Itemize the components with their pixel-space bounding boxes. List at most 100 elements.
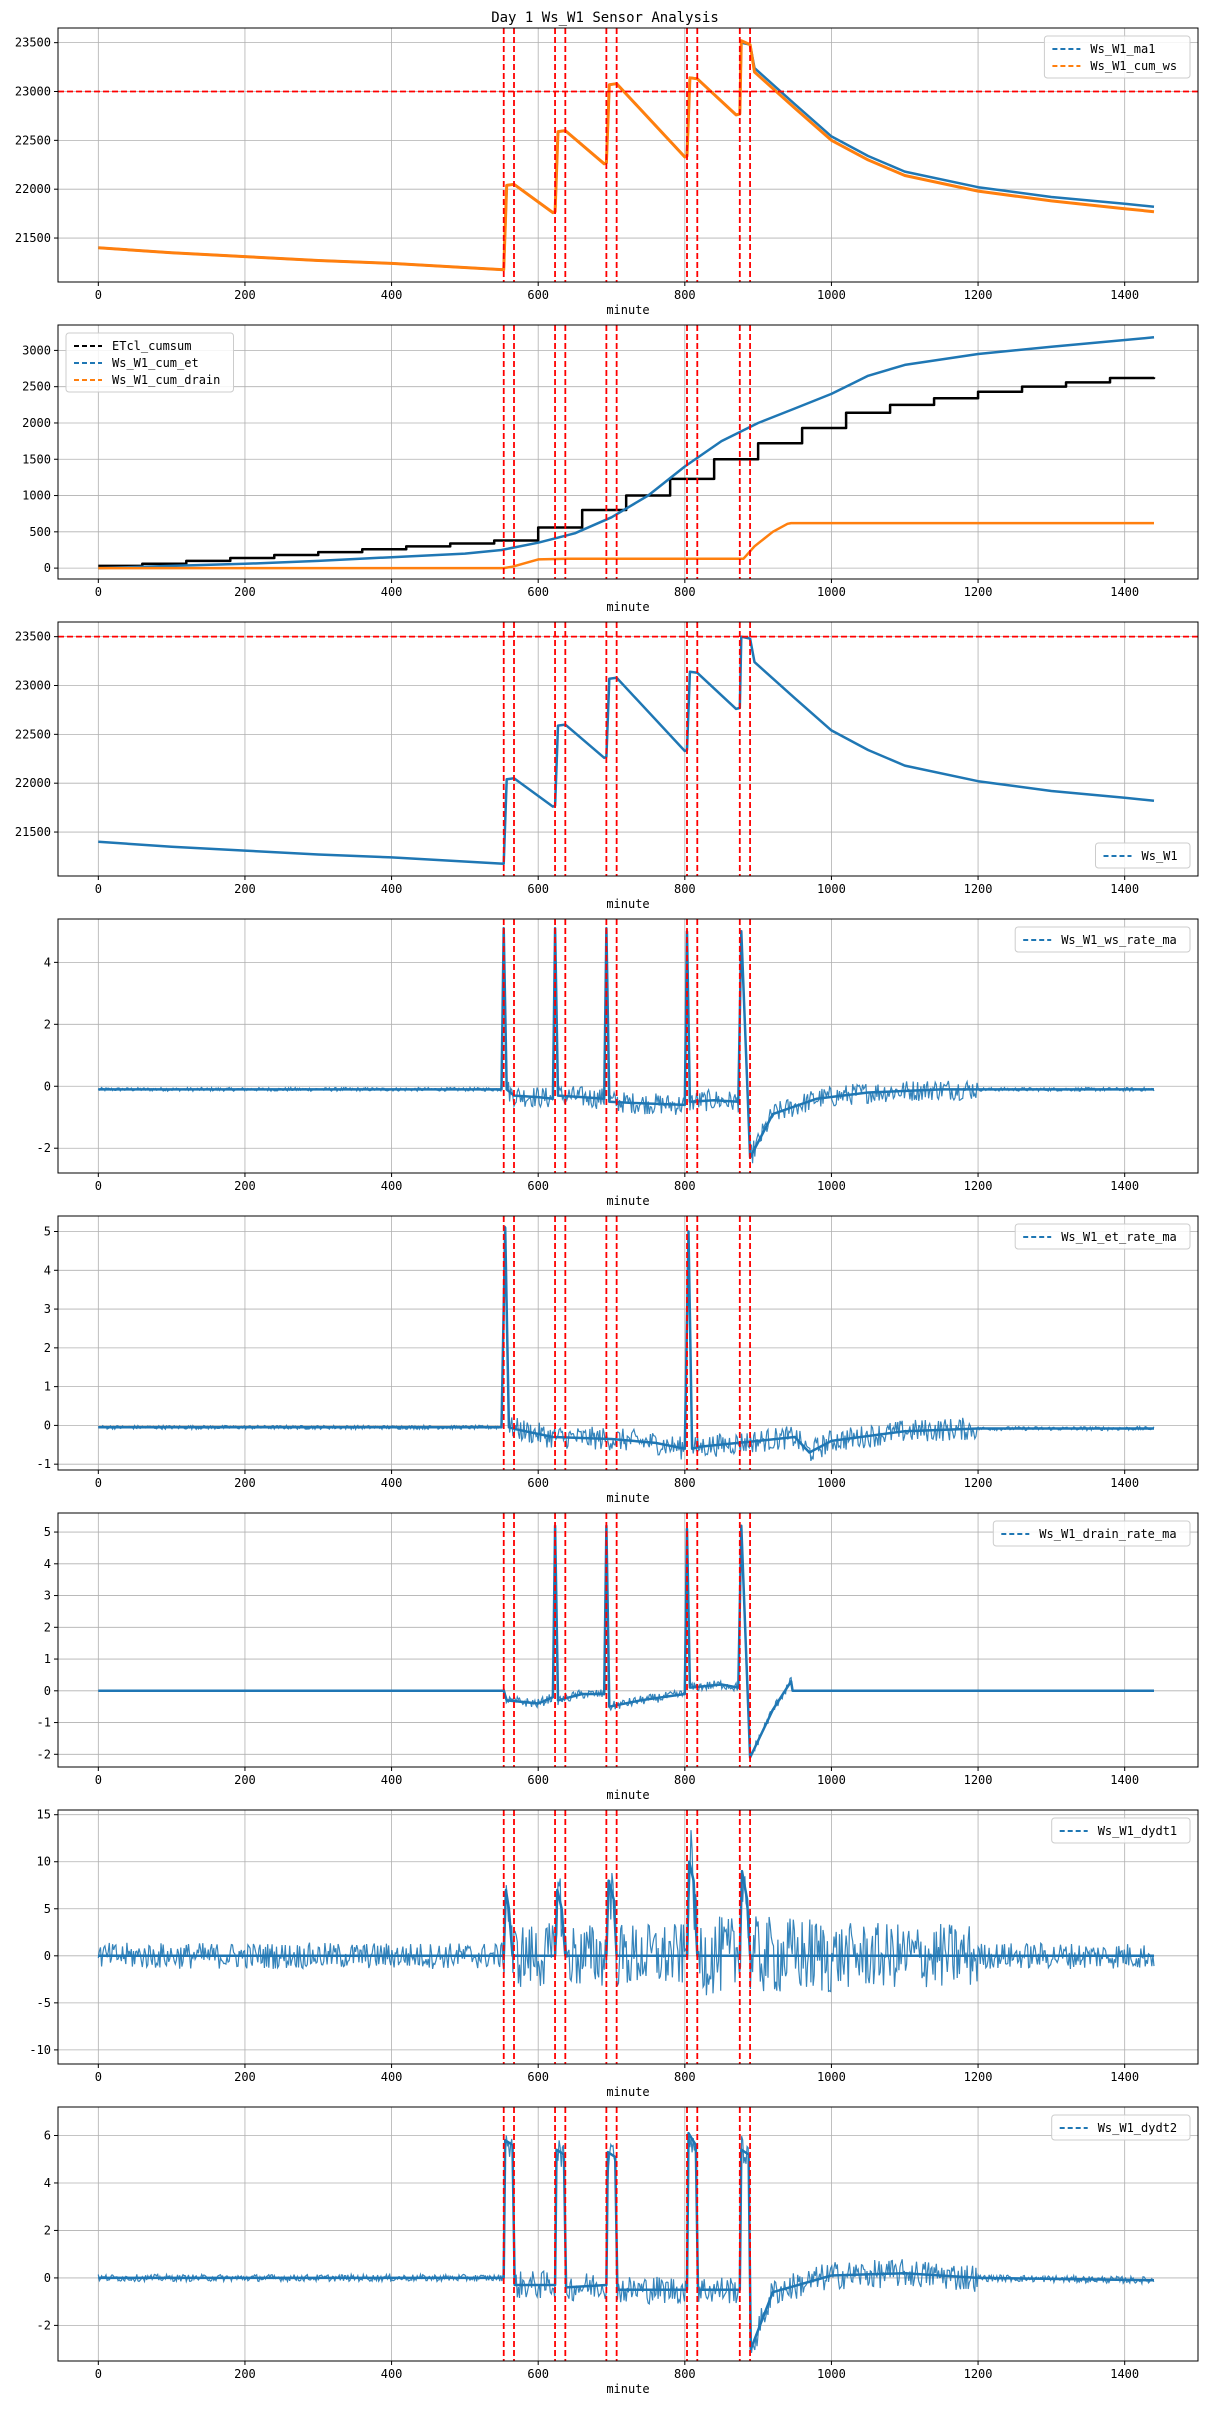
- y-tick-label: 10: [37, 1855, 51, 1869]
- panel-drain-rate: 0 200 400 600 800 1000 1200 1400 -2 -1 0 1 2 3 4 5 minut…: [37, 1512, 1199, 1802]
- plot-area: [98, 39, 1155, 272]
- y-tick-label: 22500: [15, 727, 51, 741]
- x-tick-label: 0: [95, 2070, 102, 2084]
- y-tick-label: 22000: [15, 182, 51, 196]
- plot-area: [98, 635, 1155, 866]
- x-tick-label: 1000: [817, 288, 846, 302]
- x-tick-label: 600: [527, 288, 549, 302]
- x-tick-label: 800: [674, 585, 696, 599]
- x-tick-label: 400: [381, 1179, 403, 1193]
- series-line-Ws_W1_dydt2: [98, 2131, 1155, 2351]
- legend: Ws_W1_ws_rate_ma: [1014, 926, 1191, 953]
- y-tick-label: -5: [37, 1996, 51, 2010]
- x-tick-label: 200: [234, 585, 256, 599]
- x-tick-label: 800: [674, 288, 696, 302]
- x-tick-label: 0: [95, 1773, 102, 1787]
- x-tick-label: 1400: [1110, 1773, 1139, 1787]
- legend-box: [992, 1520, 1191, 1547]
- axes-frame: [57, 27, 1199, 283]
- x-tick-label: 600: [527, 882, 549, 896]
- x-tick-label: 1200: [964, 1179, 993, 1193]
- y-tick-label: 0: [44, 1418, 51, 1432]
- legend-label: Ws_W1_dydt2: [1098, 2121, 1177, 2135]
- series-line-Ws_W1_et_rate_ma: [98, 1226, 1154, 1454]
- y-tick-label: 1: [44, 1380, 51, 1394]
- x-tick-label: 400: [381, 882, 403, 896]
- x-tick-label: 400: [381, 2070, 403, 2084]
- x-tick-label: 0: [95, 2367, 102, 2381]
- x-tick-label: 200: [234, 2070, 256, 2084]
- x-tick-label: 1400: [1110, 882, 1139, 896]
- y-tick-label: -2: [37, 1747, 51, 1761]
- y-tick-label: -10: [29, 2043, 51, 2057]
- legend: Ws_W1_dydt1: [1051, 1817, 1191, 1844]
- y-tick-label: 0: [44, 1949, 51, 1963]
- legend-label: Ws_W1_cum_drain: [112, 373, 220, 387]
- y-tick-label: 3: [44, 1589, 51, 1603]
- x-tick-label: 0: [95, 288, 102, 302]
- legend-label: Ws_W1_cum_et: [112, 356, 199, 370]
- panel-ma1-cumws: 0 200 400 600 800 1000 1200 1400 21500 22000 22500…: [15, 27, 1199, 317]
- axes-frame: [57, 324, 1199, 580]
- plot-area: [98, 336, 1156, 570]
- legend: Ws_W1_ma1 Ws_W1_cum_ws: [1043, 35, 1191, 79]
- plot-area: [97, 2131, 1155, 2353]
- y-tick-label: 500: [29, 525, 51, 539]
- axes-frame: [57, 1512, 1199, 1768]
- plot-area: [97, 927, 1155, 1164]
- plot-area: [97, 1830, 1155, 1996]
- x-tick-label: 0: [95, 882, 102, 896]
- y-tick-label: 2: [44, 1620, 51, 1634]
- y-tick-label: 2: [44, 1017, 51, 1031]
- x-tick-label: 600: [527, 1773, 549, 1787]
- legend-label: Ws_W1_ws_rate_ma: [1061, 933, 1177, 947]
- legend-box: [1043, 35, 1191, 79]
- x-tick-label: 1200: [964, 2367, 993, 2381]
- x-axis-label: minute: [606, 303, 649, 317]
- y-tick-label: 1500: [22, 452, 51, 466]
- x-tick-label: 1400: [1110, 2367, 1139, 2381]
- axes-frame: [57, 2106, 1199, 2362]
- y-tick-label: 6: [44, 2128, 51, 2142]
- series-line-ETcl_cumsum: [98, 376, 1156, 568]
- y-tick-label: 23500: [15, 36, 51, 50]
- y-tick-label: 15: [37, 1808, 51, 1822]
- y-tick-label: 22500: [15, 133, 51, 147]
- y-tick-label: 3: [44, 1302, 51, 1316]
- x-tick-label: 200: [234, 1773, 256, 1787]
- legend: Ws_W1: [1095, 842, 1191, 869]
- panel-et-rate: 0 200 400 600 800 1000 1200 1400 -1 0 1 2 3 4 5 minute W…: [37, 1215, 1199, 1505]
- y-tick-label: 5: [44, 1902, 51, 1916]
- x-tick-label: 1000: [817, 2070, 846, 2084]
- x-tick-label: 600: [527, 1476, 549, 1490]
- y-tick-label: 1: [44, 1652, 51, 1666]
- x-axis-label: minute: [606, 1788, 649, 1802]
- series-line-Ws_W1_cum_drain: [98, 521, 1154, 570]
- x-tick-label: 200: [234, 882, 256, 896]
- x-tick-label: 1400: [1110, 1179, 1139, 1193]
- x-tick-label: 600: [527, 2367, 549, 2381]
- y-tick-label: 5: [44, 1525, 51, 1539]
- y-tick-label: 23500: [15, 630, 51, 644]
- y-tick-label: 3000: [22, 343, 51, 357]
- x-axis-label: minute: [606, 600, 649, 614]
- y-tick-label: 23000: [15, 85, 51, 99]
- x-axis-label: minute: [606, 1194, 649, 1208]
- x-tick-label: 1000: [817, 1179, 846, 1193]
- legend-label: Ws_W1_cum_ws: [1090, 59, 1177, 73]
- series-noise-Ws_W1_ws_rate_ma: [97, 930, 1155, 1164]
- panel-dydt1: 0 200 400 600 800 1000 1200 1400 -10 -5 0 5 10 15 minu…: [29, 1808, 1199, 2099]
- y-tick-label: 23000: [15, 679, 51, 693]
- series-noise-Ws_W1_dydt2: [97, 2131, 1155, 2353]
- y-tick-label: 1000: [22, 489, 51, 503]
- x-tick-label: 600: [527, 1179, 549, 1193]
- series-line-Ws_W1_cum_ws: [98, 39, 1155, 272]
- legend-box: [1095, 842, 1191, 869]
- axes-frame: [57, 621, 1199, 877]
- figure-title: Day 1 Ws_W1 Sensor Analysis: [491, 10, 719, 26]
- x-tick-label: 1200: [964, 2070, 993, 2084]
- x-tick-label: 1200: [964, 585, 993, 599]
- y-tick-label: 2: [44, 2223, 51, 2237]
- x-tick-label: 800: [674, 1476, 696, 1490]
